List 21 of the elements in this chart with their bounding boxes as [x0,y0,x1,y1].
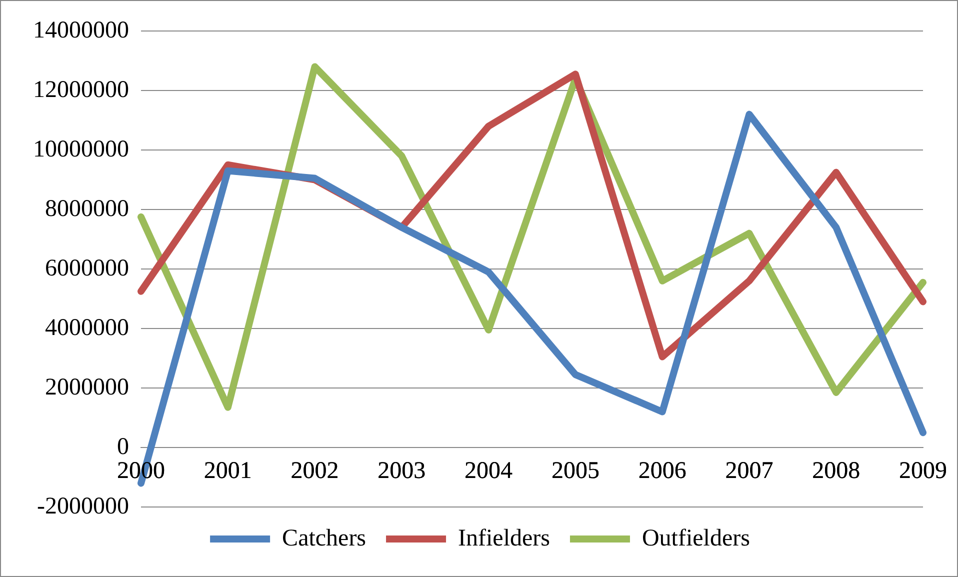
y-tick-label: 10000000 [33,136,129,162]
x-tick-label: 2005 [551,458,600,484]
x-tick-label: 2002 [290,458,339,484]
y-tick-label: 2000000 [45,374,129,400]
x-tick-label: 2001 [204,458,252,484]
y-tick-label: 0 [117,434,129,460]
y-tick-label: 8000000 [45,196,129,222]
y-tick-label: 12000000 [33,76,129,103]
x-tick-label: 2007 [725,458,774,484]
x-tick-label: 2003 [378,458,426,484]
y-tick-label: 14000000 [33,17,129,44]
legend-label: Infielders [458,525,550,552]
y-tick-label: -2000000 [37,493,129,520]
y-tick-label: 6000000 [45,255,129,282]
legend-label: Outfielders [642,525,750,552]
x-tick-label: 2008 [812,458,860,484]
x-tick-label: 2009 [899,458,947,484]
x-tick-label: 2006 [638,458,686,484]
x-tick-label: 2004 [464,458,513,484]
y-tick-label: 4000000 [45,314,129,341]
legend-label: Catchers [282,525,366,552]
